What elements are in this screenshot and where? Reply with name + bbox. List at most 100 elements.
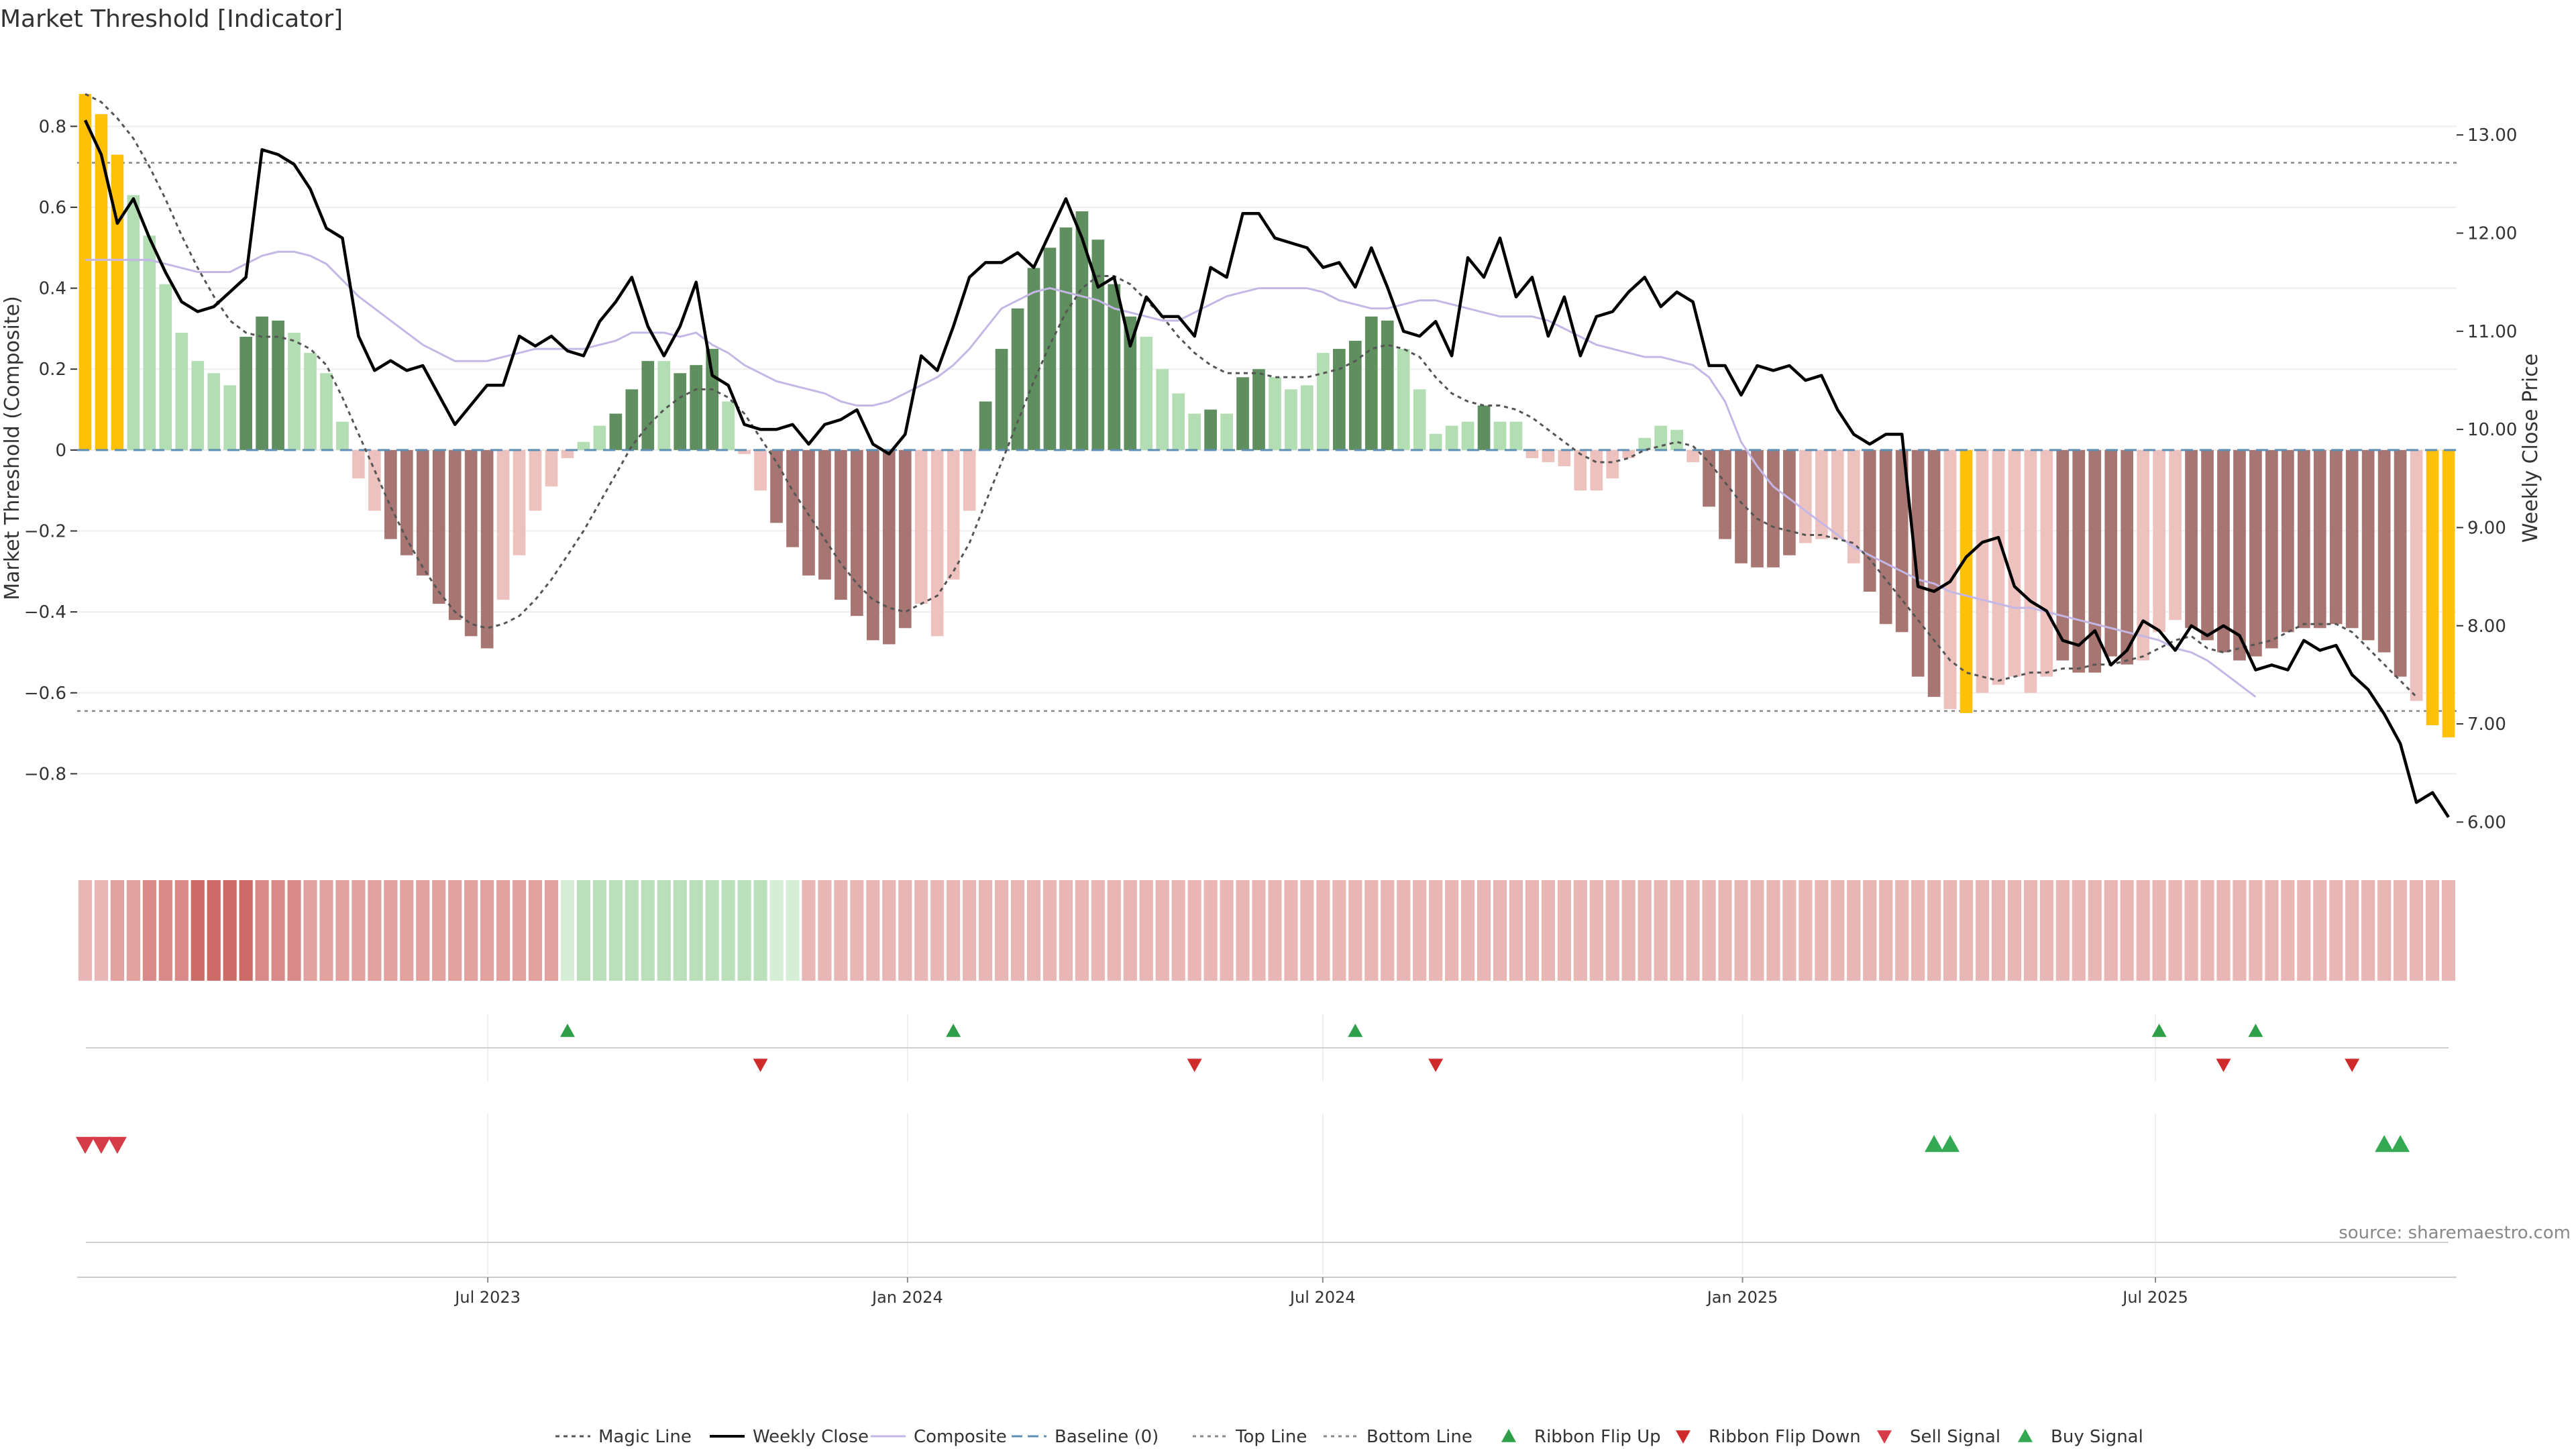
legend-item: Buy Signal — [2018, 1427, 2143, 1447]
composite-bar — [706, 349, 719, 450]
ribbon-cell — [1397, 880, 1411, 981]
composite-bar — [1638, 437, 1652, 450]
composite-bar — [1333, 349, 1346, 450]
ribbon-cell — [673, 880, 687, 981]
ribbon-cell — [689, 880, 703, 981]
x-tick-label: Jul 2025 — [2121, 1288, 2188, 1307]
composite-bar — [2265, 449, 2278, 649]
signal-panel — [75, 1135, 2449, 1243]
ribbon-flip-down-marker — [753, 1059, 768, 1072]
left-tick-label: 0.8 — [39, 117, 66, 137]
composite-bar — [1461, 421, 1474, 450]
composite-bar — [1831, 449, 1844, 539]
ribbon-cell — [1670, 880, 1684, 981]
ribbon-cell — [2136, 880, 2150, 981]
ribbon-cell — [1445, 880, 1459, 981]
composite-bar — [674, 373, 687, 450]
composite-bar — [1542, 449, 1555, 462]
composite-bar — [384, 449, 397, 539]
left-tick-label: 0.2 — [39, 360, 66, 380]
legend-item: Weekly Close — [710, 1427, 869, 1447]
composite-bar — [1108, 284, 1121, 450]
composite-bar — [496, 449, 510, 600]
composite-bar — [1220, 413, 1233, 450]
composite-bar — [2297, 449, 2310, 629]
ribbon-cell — [448, 880, 462, 981]
ribbon-cell — [1075, 880, 1089, 981]
composite-bar — [1879, 449, 1892, 625]
ribbon-cell — [496, 880, 511, 981]
composite-bar — [1236, 377, 1249, 450]
composite-bar — [898, 449, 912, 629]
ribbon-cell — [2361, 880, 2375, 981]
left-tick-label: 0.6 — [39, 198, 66, 218]
composite-bar — [2056, 449, 2070, 661]
legend-item: Magic Line — [555, 1427, 692, 1447]
ribbon-cell — [1782, 880, 1796, 981]
composite-bar — [1558, 449, 1571, 466]
composite-bar — [1815, 449, 1828, 539]
ribbon-cell — [1734, 880, 1748, 981]
composite-bar — [1525, 449, 1539, 458]
buy-signal-marker — [1941, 1135, 1960, 1152]
ribbon-cell — [818, 880, 832, 981]
ribbon-cell — [1010, 880, 1025, 981]
ribbon-cell — [368, 880, 382, 981]
composite-bar — [1204, 409, 1217, 450]
composite-bar — [1751, 449, 1764, 568]
composite-bar — [1075, 211, 1089, 450]
composite-bar — [2329, 449, 2343, 625]
composite-bar — [1735, 449, 1748, 564]
ribbon-cell — [786, 880, 800, 981]
composite-bar — [2442, 449, 2455, 738]
ribbon-cell — [882, 880, 896, 981]
right-tick-label: 12.00 — [2467, 223, 2517, 244]
left-tick-label: −0.8 — [24, 764, 66, 784]
ribbon-cell — [94, 880, 109, 981]
composite-bar — [979, 401, 992, 450]
composite-bar — [1847, 449, 1860, 564]
ribbon-cell — [207, 880, 221, 981]
composite-bar — [641, 361, 655, 450]
x-tick-label: Jan 2025 — [1706, 1288, 1778, 1307]
composite-bar — [78, 94, 92, 450]
composite-bar — [2313, 449, 2326, 629]
composite-bar — [1124, 316, 1137, 450]
composite-bar — [625, 389, 639, 450]
composite-bar — [2426, 449, 2439, 726]
composite-bar — [448, 449, 462, 621]
composite-bar — [464, 449, 478, 637]
ribbon-cell — [2200, 880, 2214, 981]
legend-label: Top Line — [1235, 1427, 1307, 1447]
ribbon-cell — [1171, 880, 1185, 981]
ribbon-cell — [866, 880, 880, 981]
left-axis-label: Market Threshold (Composite) — [1, 296, 24, 600]
composite-bar — [2282, 449, 2294, 633]
composite-bar — [1799, 449, 1812, 543]
ribbon-cell — [1927, 880, 1941, 981]
composite-bar — [1413, 389, 1426, 450]
ribbon-cell — [2297, 880, 2311, 981]
composite-bar — [2217, 449, 2230, 653]
ribbon-cell — [930, 880, 945, 981]
composite-bar — [1960, 449, 1973, 713]
legend-label: Buy Signal — [2051, 1427, 2143, 1447]
ribbon-cell — [1943, 880, 1957, 981]
composite-bar — [2153, 449, 2165, 633]
ribbon-cell — [1268, 880, 1282, 981]
ribbon-cell — [576, 880, 591, 981]
ribbon-cell — [191, 880, 205, 981]
ribbon-cell — [1863, 880, 1877, 981]
ribbon-cell — [400, 880, 414, 981]
ribbon-cell — [1123, 880, 1137, 981]
ribbon-cell — [2265, 880, 2279, 981]
ribbon-cell — [1847, 880, 1861, 981]
ribbon-cell — [769, 880, 784, 981]
weekly-close-line — [83, 119, 2450, 818]
ribbon-cell — [158, 880, 172, 981]
legend-label: Sell Signal — [1910, 1427, 2000, 1447]
composite-bar — [963, 449, 976, 511]
composite-bar — [1317, 353, 1330, 450]
ribbon-cell — [1300, 880, 1314, 981]
